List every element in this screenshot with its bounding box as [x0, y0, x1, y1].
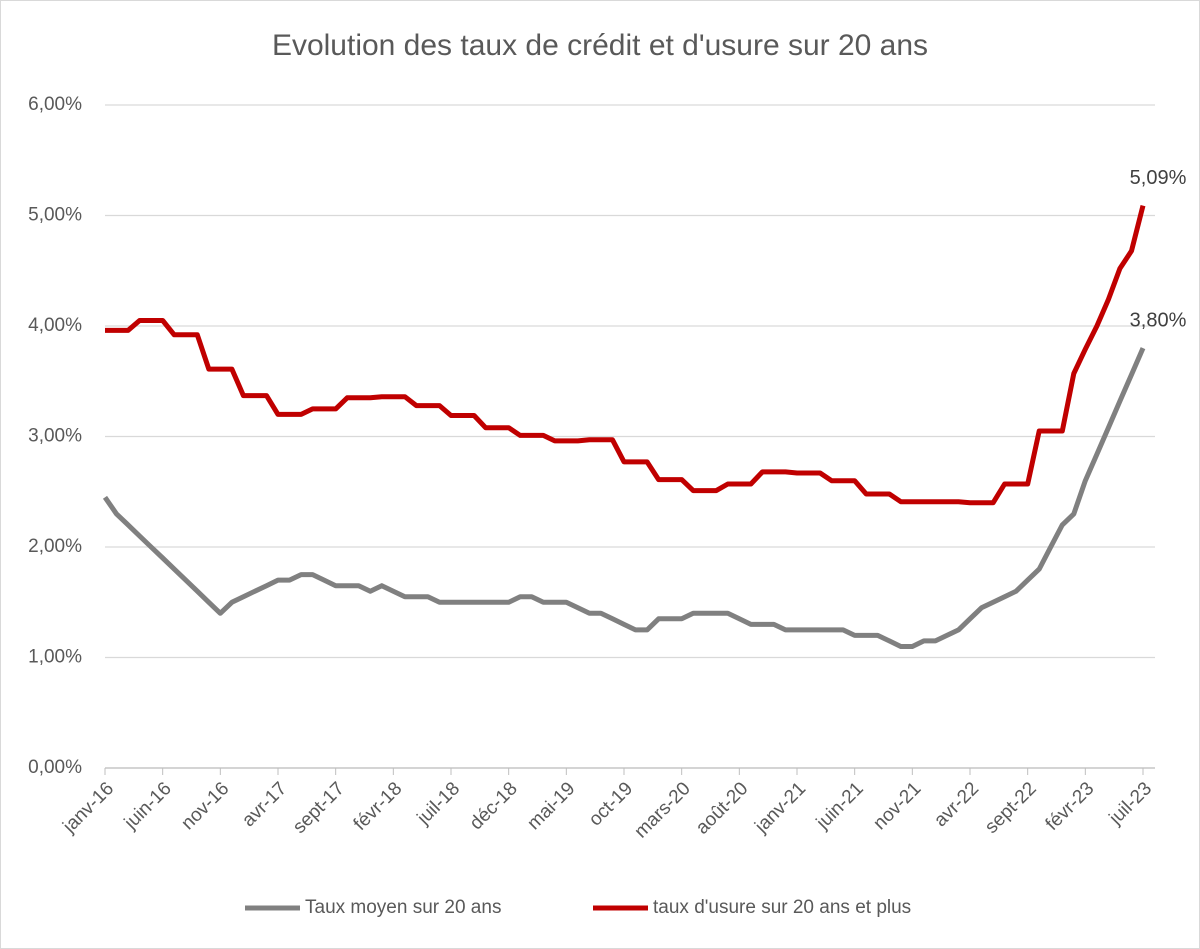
- data-label: 3,80%: [1130, 309, 1187, 331]
- y-tick-label: 5,00%: [28, 205, 82, 226]
- series-line: [102, 347, 1146, 649]
- y-tick-label: 1,00%: [28, 647, 82, 668]
- legend-label: Taux moyen sur 20 ans: [305, 897, 501, 918]
- series-line: [105, 204, 1146, 506]
- y-tick-label: 4,00%: [28, 315, 82, 336]
- y-tick-label: 3,00%: [28, 426, 82, 447]
- y-tick-label: 6,00%: [28, 94, 82, 115]
- y-tick-label: 2,00%: [28, 536, 82, 557]
- chart-title: Evolution des taux de crédit et d'usure …: [272, 29, 928, 62]
- legend-label: taux d'usure sur 20 ans et plus: [653, 897, 911, 918]
- y-tick-label: 0,00%: [28, 757, 82, 778]
- data-label: 5,09%: [1130, 167, 1187, 189]
